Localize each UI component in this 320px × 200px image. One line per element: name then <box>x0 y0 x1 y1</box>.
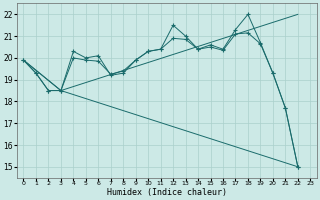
X-axis label: Humidex (Indice chaleur): Humidex (Indice chaleur) <box>107 188 227 197</box>
